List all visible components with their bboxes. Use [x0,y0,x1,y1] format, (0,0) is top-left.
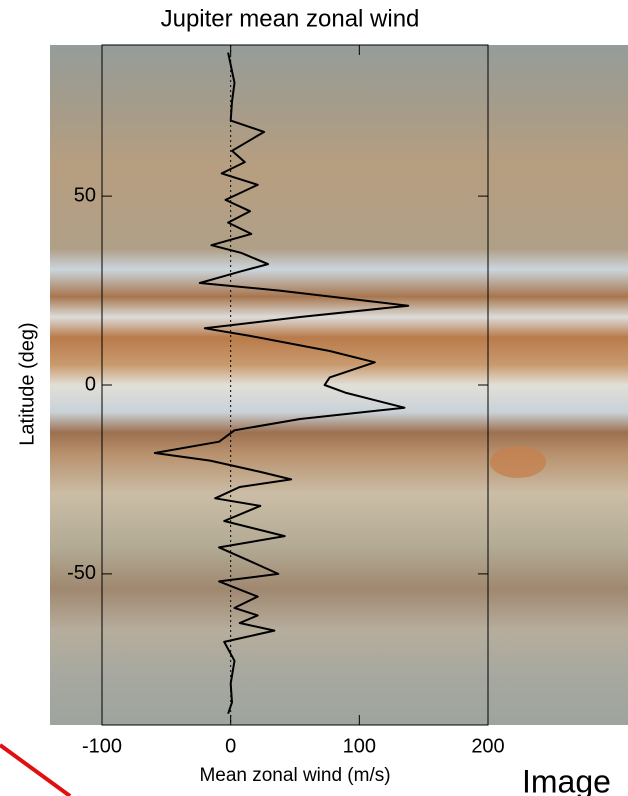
y-axis-label: Latitude (deg) [16,322,38,445]
x-tick-label: 100 [343,735,376,757]
great-red-spot [490,446,546,478]
planet-background [50,45,628,725]
x-axis-label: Mean zonal wind (m/s) [199,765,390,786]
red-annotation-line [0,743,72,796]
y-tick-label: 50 [74,184,96,206]
chart-title: Jupiter mean zonal wind [161,5,420,32]
wind-profile-line [153,52,410,715]
y-tick-label: -50 [67,562,96,584]
cut-off-text: Image [522,763,611,796]
x-tick-label: -100 [82,735,122,757]
y-tick-label: 0 [85,373,96,395]
x-tick-label: 200 [471,735,504,757]
x-tick-label: 0 [225,735,236,757]
